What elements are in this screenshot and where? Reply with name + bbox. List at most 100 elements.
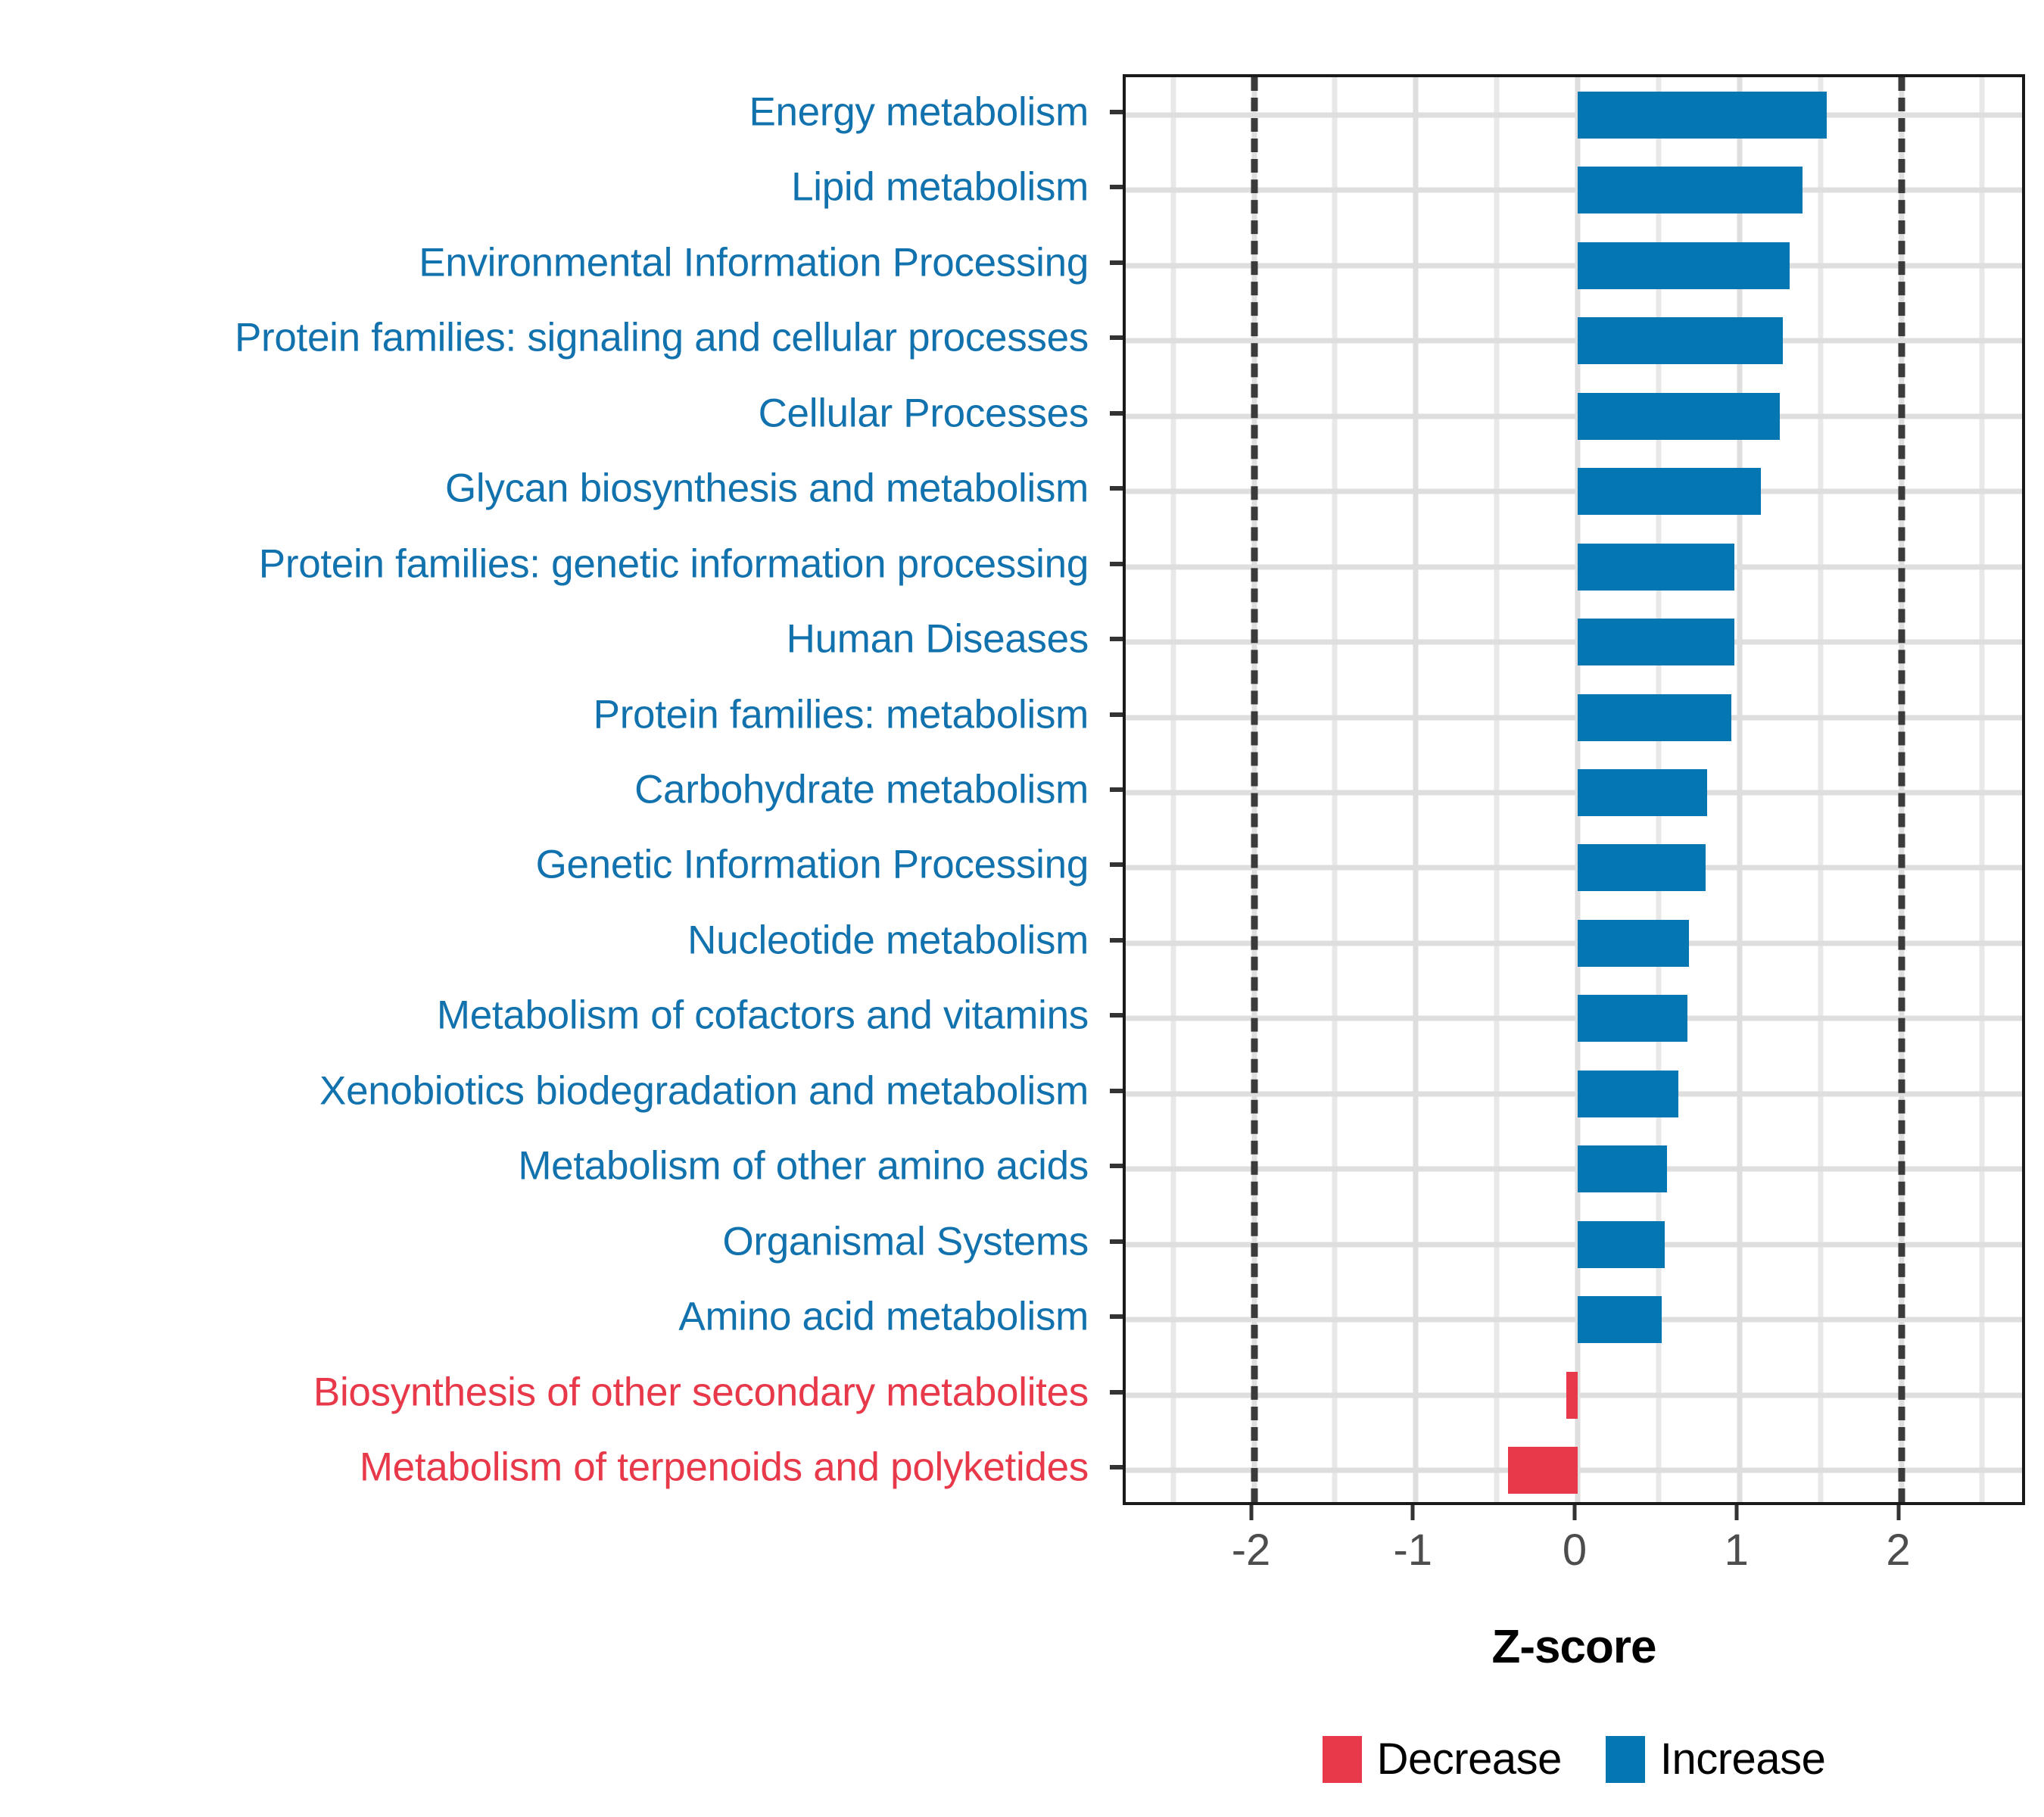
y-axis-tick	[1110, 185, 1123, 190]
horizontal-gridline	[1126, 564, 2022, 570]
y-axis-tick	[1110, 260, 1123, 265]
y-axis-tick	[1110, 937, 1123, 943]
bar	[1578, 1070, 1678, 1117]
x-axis-tick	[1410, 1505, 1415, 1520]
y-axis-tick	[1110, 109, 1123, 114]
bar	[1578, 1220, 1665, 1268]
y-axis-tick	[1110, 1389, 1123, 1395]
category-label: Metabolism of terpenoids and polyketides	[359, 1445, 1089, 1490]
vertical-gridline	[1332, 77, 1338, 1502]
horizontal-gridline	[1126, 263, 2022, 269]
y-axis-tick	[1110, 1164, 1123, 1169]
x-axis-title: Z-score	[1491, 1621, 1657, 1673]
horizontal-gridline	[1126, 338, 2022, 344]
x-axis-tick	[1249, 1505, 1253, 1520]
category-label: Carbohydrate metabolism	[634, 767, 1089, 812]
x-axis: -2 -1 0 1 2	[1123, 1505, 2025, 1656]
y-axis-tick	[1110, 862, 1123, 868]
bar	[1578, 1296, 1662, 1344]
category-label: Cellular Processes	[758, 391, 1089, 436]
y-axis-tick	[1110, 712, 1123, 717]
y-axis-tick	[1110, 561, 1123, 566]
category-label: Protein families: genetic information pr…	[258, 541, 1089, 587]
legend-label: Decrease	[1376, 1734, 1563, 1784]
category-label: Metabolism of other amino acids	[518, 1143, 1089, 1189]
y-axis-tick	[1110, 335, 1123, 341]
y-axis-tick	[1110, 1088, 1123, 1093]
bar	[1578, 242, 1790, 289]
category-label: Protein families: metabolism	[593, 692, 1089, 737]
horizontal-gridline	[1126, 865, 2022, 871]
bar	[1578, 1145, 1667, 1193]
bar	[1578, 392, 1781, 440]
y-axis-tick	[1110, 1013, 1123, 1018]
bar	[1578, 468, 1761, 516]
y-axis-tick	[1110, 1314, 1123, 1320]
horizontal-gridline	[1126, 715, 2022, 721]
bar	[1578, 769, 1707, 816]
y-axis-tick	[1110, 1465, 1123, 1470]
legend-swatch	[1605, 1735, 1645, 1783]
x-axis-tick	[1734, 1505, 1739, 1520]
y-axis-tick	[1110, 486, 1123, 491]
bar	[1578, 693, 1732, 741]
horizontal-gridline	[1126, 488, 2022, 494]
threshold-line	[1251, 77, 1257, 1502]
category-label: Organismal Systems	[722, 1219, 1089, 1264]
category-label: Xenobiotics biodegradation and metabolis…	[319, 1068, 1089, 1114]
category-label: Environmental Information Processing	[419, 240, 1089, 285]
horizontal-gridline	[1126, 187, 2022, 193]
x-axis-tick	[1572, 1505, 1577, 1520]
horizontal-gridline	[1126, 1166, 2022, 1172]
x-axis-tick-label: -1	[1393, 1526, 1433, 1575]
bar	[1578, 91, 1827, 139]
horizontal-gridline	[1126, 790, 2022, 796]
vertical-gridline	[1979, 77, 1985, 1502]
x-axis-tick-label: 2	[1886, 1526, 1911, 1575]
horizontal-gridline	[1126, 639, 2022, 645]
x-axis-tick	[1896, 1505, 1900, 1520]
category-label: Genetic Information Processing	[535, 842, 1089, 887]
y-axis-tick	[1110, 410, 1123, 416]
category-label: Metabolism of cofactors and vitamins	[436, 993, 1089, 1038]
bar	[1578, 543, 1735, 591]
vertical-gridline	[1737, 77, 1743, 1502]
bar	[1578, 844, 1706, 892]
x-axis-tick-label: -2	[1231, 1526, 1271, 1575]
bar	[1578, 919, 1690, 967]
bar	[1578, 995, 1688, 1043]
legend-label: Increase	[1659, 1734, 1826, 1784]
x-axis-tick-label: 0	[1562, 1526, 1588, 1575]
category-label: Nucleotide metabolism	[687, 918, 1089, 963]
category-label: Lipid metabolism	[791, 164, 1089, 210]
category-label: Energy metabolism	[749, 89, 1089, 135]
horizontal-gridline	[1126, 413, 2022, 419]
category-axis-labels: Energy metabolism Lipid metabolism Environ…	[0, 74, 1123, 1505]
vertical-gridline	[1494, 77, 1500, 1502]
category-label: Amino acid metabolism	[678, 1294, 1089, 1339]
bar	[1566, 1371, 1578, 1419]
y-axis-tick	[1110, 1239, 1123, 1244]
vertical-gridline	[1818, 77, 1824, 1502]
y-axis-tick	[1110, 787, 1123, 792]
chart-legend: Decrease Increase	[1123, 1734, 2025, 1784]
horizontal-gridline	[1126, 1317, 2022, 1323]
horizontal-gridline	[1126, 1015, 2022, 1021]
horizontal-gridline	[1126, 1091, 2022, 1097]
threshold-line	[1898, 77, 1905, 1502]
horizontal-gridline	[1126, 1242, 2022, 1248]
bar	[1578, 317, 1784, 365]
y-axis-tick	[1110, 637, 1123, 642]
legend-item: Decrease	[1322, 1734, 1563, 1784]
horizontal-gridline	[1126, 112, 2022, 118]
x-axis-tick-label: 1	[1724, 1526, 1749, 1575]
plot-panel	[1123, 74, 2025, 1505]
bar	[1508, 1447, 1578, 1494]
legend-item: Increase	[1605, 1734, 1826, 1784]
bar	[1578, 619, 1735, 666]
horizontal-gridline	[1126, 940, 2022, 946]
legend-swatch	[1322, 1735, 1362, 1783]
category-label: Glycan biosynthesis and metabolism	[445, 466, 1089, 511]
category-label: Biosynthesis of other secondary metaboli…	[313, 1370, 1089, 1415]
